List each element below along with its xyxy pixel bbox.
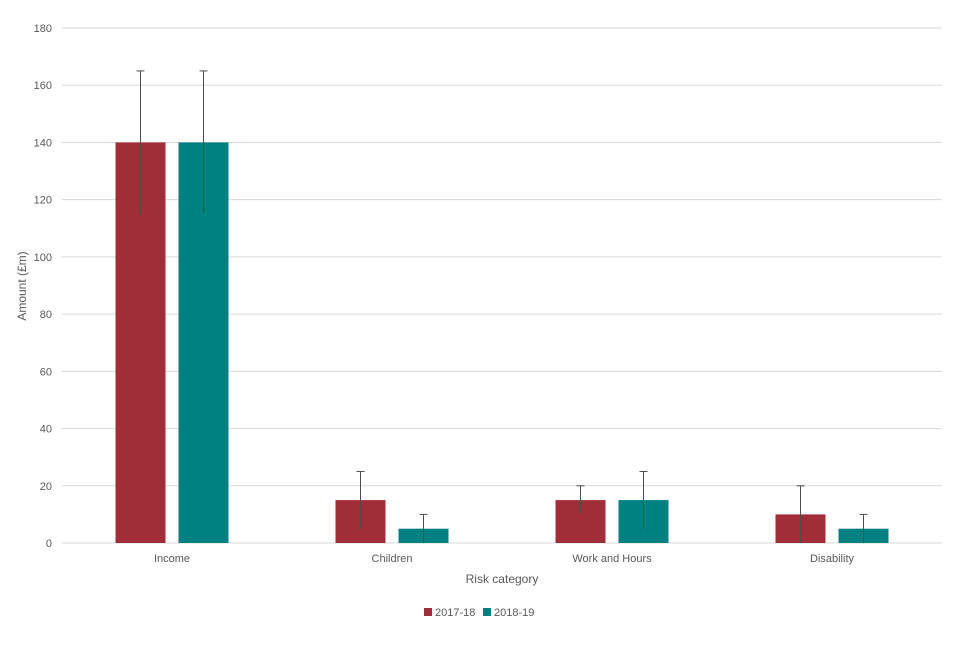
y-axis-ticks: 0 20 40 60 80 100 120 140 160 180 (34, 23, 52, 550)
error-bars (136, 70, 868, 543)
y-tick-label: 60 (40, 366, 52, 378)
y-tick-label: 160 (34, 80, 52, 92)
legend-swatch (424, 608, 432, 616)
y-tick-label: 180 (34, 23, 52, 35)
y-tick-label: 0 (46, 538, 52, 550)
x-tick-label: Children (372, 553, 413, 565)
y-tick-label: 20 (40, 481, 52, 493)
y-tick-label: 120 (34, 195, 52, 207)
bars (115, 142, 889, 543)
x-axis-title: Risk category (466, 572, 539, 586)
y-tick-label: 140 (34, 137, 52, 149)
legend-label: 2017-18 (435, 607, 475, 619)
y-tick-label: 80 (40, 309, 52, 321)
x-tick-label: Disability (810, 553, 855, 565)
legend-label: 2018-19 (494, 607, 534, 619)
x-tick-label: Income (154, 553, 190, 565)
y-tick-label: 40 (40, 424, 52, 436)
y-tick-label: 100 (34, 252, 52, 264)
y-axis-title: Amount (£m) (15, 251, 29, 320)
x-axis-ticks: Income Children Work and Hours Disability (154, 553, 855, 565)
legend: 2017-18 2018-19 (424, 607, 534, 619)
x-tick-label: Work and Hours (572, 553, 652, 565)
legend-swatch (483, 608, 491, 616)
